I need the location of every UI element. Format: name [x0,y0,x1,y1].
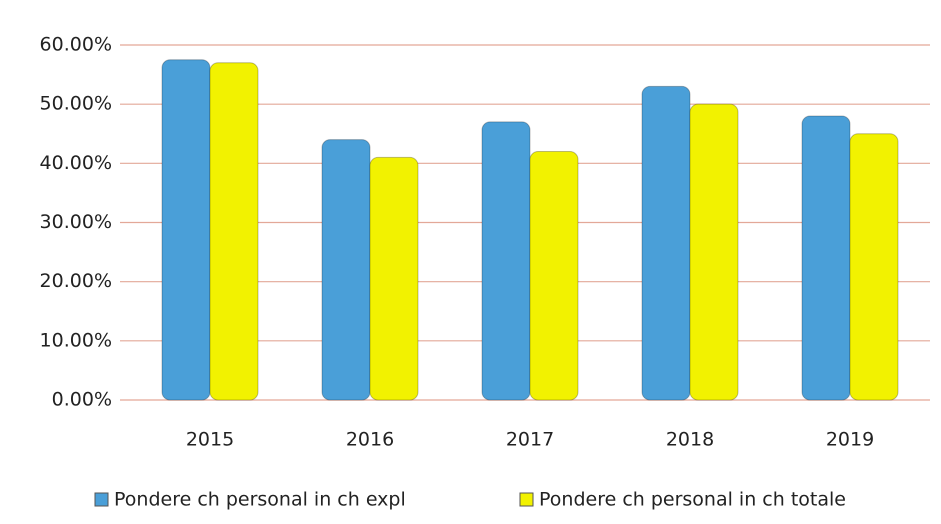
bar [641,85,691,401]
x-tick-label: 2017 [506,429,554,451]
bar [801,115,851,401]
bar [161,59,211,401]
bar [209,62,259,401]
legend-label: Pondere ch personal in ch expl [114,489,406,511]
y-tick-label: 20.00% [40,270,112,292]
bar [529,151,579,401]
legend-label: Pondere ch personal in ch totale [539,489,846,511]
y-tick-label: 10.00% [40,329,112,351]
y-tick-label: 60.00% [40,34,112,56]
x-tick-label: 2019 [826,429,874,451]
legend-swatch [519,492,534,507]
bar [481,121,531,401]
x-tick-label: 2018 [666,429,714,451]
y-tick-label: 50.00% [40,93,112,115]
y-tick-label: 30.00% [40,211,112,233]
bar [321,139,371,401]
bar [369,156,419,401]
x-tick-label: 2016 [346,429,394,451]
bar [689,103,739,401]
legend-swatch [94,492,109,507]
y-tick-label: 40.00% [40,152,112,174]
x-tick-label: 2015 [186,429,234,451]
bar [849,133,899,401]
y-tick-label: 0.00% [52,389,112,411]
